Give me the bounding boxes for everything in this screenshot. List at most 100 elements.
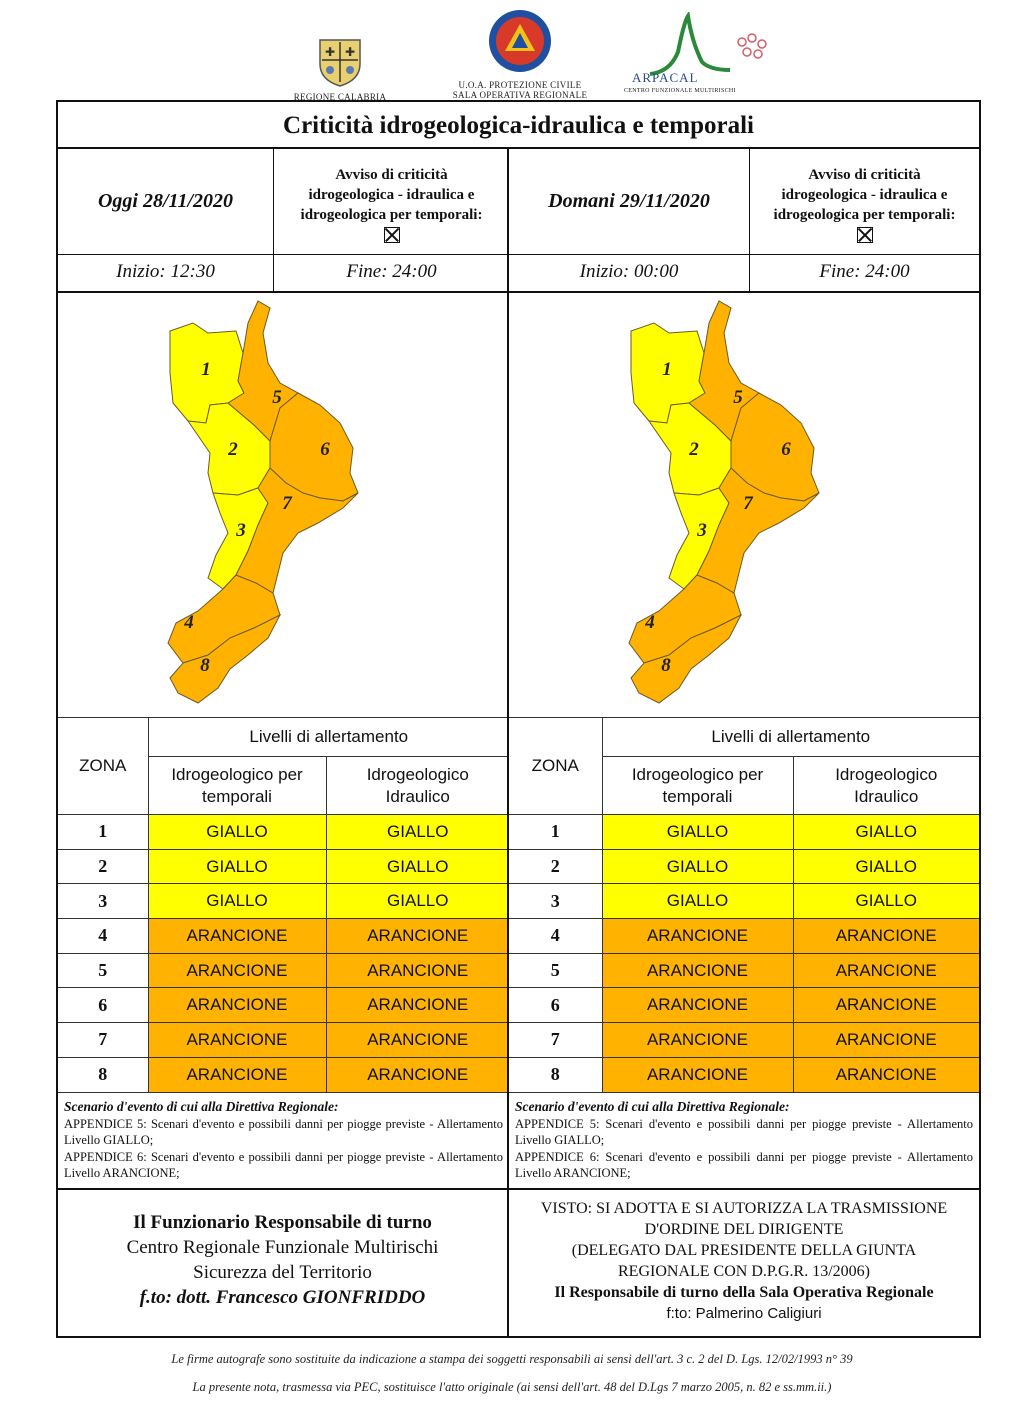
protezione-civile-emblem-icon (489, 10, 551, 72)
visto-line-4: REGIONALE CON D.P.G.R. 13/2006) (618, 1263, 870, 1280)
tomorrow-zona-header: ZONA (509, 717, 603, 815)
bulletin-title: Criticità idrogeologica-idraulica e temp… (58, 102, 979, 149)
level-idraulico: ARANCIONE (325, 1022, 509, 1058)
zone-number: 5 (58, 952, 149, 989)
tomorrow-livelli-header: Livelli di allertamento (601, 717, 979, 757)
arpacal-emblem-icon (649, 12, 767, 76)
zone-number: 7 (58, 1022, 149, 1058)
level-row: 3 GIALLO GIALLO (509, 883, 979, 920)
level-row: 2 GIALLO GIALLO (509, 848, 979, 885)
today-livelli-header: Livelli di allertamento (147, 717, 509, 757)
zone-label-2: 2 (688, 439, 699, 460)
level-temporali: GIALLO (601, 814, 794, 850)
today-avviso-line-3: idrogeologica per temporali: (300, 207, 483, 223)
today-column: Oggi 28/11/2020 Avviso di criticità idro… (58, 149, 509, 1188)
today-levels-table: ZONA Livelli di allertamento Idrogeologi… (58, 717, 509, 1093)
zone-number: 2 (509, 848, 603, 885)
tomorrow-avviso-line-1: Avviso di criticità (808, 167, 921, 183)
zone-label-3: 3 (235, 520, 246, 541)
today-avviso-line-2: idrogeologica - idraulica e (308, 187, 475, 203)
today-calabria-map: 1 2 3 4 5 6 7 8 (167, 300, 359, 704)
level-temporali: GIALLO (147, 848, 327, 885)
zone-number: 3 (58, 883, 149, 920)
tomorrow-avviso-line-2: idrogeologica - idraulica e (781, 187, 948, 203)
level-temporali: ARANCIONE (601, 987, 794, 1024)
level-row: 2 GIALLO GIALLO (58, 848, 509, 885)
level-temporali: ARANCIONE (147, 952, 327, 989)
tomorrow-start-time: Inizio: 00:00 (509, 254, 750, 293)
tomorrow-date-label: Domani 29/11/2020 (509, 149, 750, 254)
zone-number: 6 (509, 987, 603, 1024)
zone-label-2: 2 (227, 439, 238, 460)
functionary-centre: Centro Regionale Funzionale Multirischi (126, 1237, 439, 1258)
level-idraulico: ARANCIONE (792, 952, 979, 989)
functionary-signature: f.to: dott. Francesco GIONFRIDDO (139, 1287, 426, 1308)
tomorrow-levels-table: ZONA Livelli di allertamento Idrogeologi… (509, 717, 979, 1093)
zone-label-1: 1 (662, 359, 672, 380)
today-col-idraulico-header: Idrogeologico Idraulico (325, 756, 509, 815)
today-scenario-line-2: APPENDICE 6: Scenari d'evento e possibil… (64, 1149, 503, 1181)
level-row: 5 ARANCIONE ARANCIONE (58, 952, 509, 989)
level-row: 3 GIALLO GIALLO (58, 883, 509, 920)
level-idraulico: ARANCIONE (325, 918, 509, 954)
bulletin-frame: Criticità idrogeologica-idraulica e temp… (56, 100, 981, 1338)
protezione-civile-logo: U.O.A. PROTEZIONE CIVILE SALA OPERATIVA … (440, 8, 600, 100)
today-avviso-line-1: Avviso di criticità (335, 167, 448, 183)
today-col-temporali-header: Idrogeologico per temporali (147, 756, 327, 815)
tomorrow-end-time: Fine: 24:00 (750, 254, 979, 293)
tomorrow-col-temporali-header: Idrogeologico per temporali (601, 756, 794, 815)
sala-operativa-signature-block: VISTO: SI ADOTTA E SI AUTORIZZA LA TRASM… (507, 1188, 979, 1336)
level-idraulico: GIALLO (792, 814, 979, 850)
level-row: 8 ARANCIONE ARANCIONE (509, 1056, 979, 1093)
tomorrow-scenario: Scenario d'evento di cui alla Direttiva … (515, 1099, 973, 1182)
zone-label-6: 6 (320, 439, 330, 460)
level-temporali: ARANCIONE (147, 987, 327, 1024)
zone-label-6: 6 (781, 439, 791, 460)
level-idraulico: GIALLO (325, 848, 509, 885)
level-temporali: ARANCIONE (601, 952, 794, 989)
level-row: 4 ARANCIONE ARANCIONE (58, 918, 509, 954)
zone-number: 7 (509, 1022, 603, 1058)
zone-label-7: 7 (282, 493, 293, 514)
zone-label-1: 1 (201, 359, 211, 380)
regione-calabria-logo: ✚ ✚ REGIONE CALABRIA (280, 36, 400, 102)
today-avviso-box: Avviso di criticità idrogeologica - idra… (274, 149, 509, 254)
today-scenario-line-1: APPENDICE 5: Scenari d'evento e possibil… (64, 1116, 503, 1148)
zone-number: 6 (58, 987, 149, 1024)
level-idraulico: GIALLO (792, 848, 979, 885)
visto-line-2: D'ORDINE DEL DIRIGENTE (644, 1221, 844, 1238)
zone-label-5: 5 (733, 387, 743, 408)
level-row: 4 ARANCIONE ARANCIONE (509, 918, 979, 954)
svg-text:✚: ✚ (325, 45, 335, 59)
today-zona-header: ZONA (58, 717, 149, 815)
calabria-shield-icon: ✚ ✚ (319, 39, 361, 87)
level-row: 8 ARANCIONE ARANCIONE (58, 1056, 509, 1093)
today-scenario-heading: Scenario d'evento di cui alla Direttiva … (64, 1099, 339, 1114)
visto-line-1: VISTO: SI ADOTTA E SI AUTORIZZA LA TRASM… (540, 1200, 948, 1217)
level-temporali: ARANCIONE (601, 1022, 794, 1058)
zone-number: 2 (58, 848, 149, 885)
level-temporali: GIALLO (147, 883, 327, 920)
zone-area-7 (696, 467, 820, 594)
level-idraulico: GIALLO (325, 814, 509, 850)
calabria-caption: REGIONE CALABRIA (293, 92, 387, 102)
zone-number: 8 (58, 1056, 149, 1093)
level-row: 1 GIALLO GIALLO (58, 814, 509, 850)
today-start-time: Inizio: 12:30 (58, 254, 274, 293)
tomorrow-levels-body: 1 GIALLO GIALLO 2 GIALLO GIALLO 3 GIALLO GIALLO 4… (509, 814, 979, 1093)
functionary-signature-block: Il Funzionario Responsabile di turno Cen… (58, 1188, 507, 1336)
level-idraulico: ARANCIONE (792, 1022, 979, 1058)
zone-label-3: 3 (696, 520, 707, 541)
today-end-time: Fine: 24:00 (274, 254, 509, 293)
zone-number: 4 (509, 918, 603, 954)
level-temporali: ARANCIONE (147, 1056, 327, 1093)
autograph-signature-note: Le firme autografe sono sostituite da in… (171, 1352, 853, 1366)
level-idraulico: ARANCIONE (792, 987, 979, 1024)
level-row: 7 ARANCIONE ARANCIONE (509, 1022, 979, 1058)
level-temporali: ARANCIONE (147, 918, 327, 954)
level-temporali: GIALLO (601, 883, 794, 920)
level-temporali: ARANCIONE (601, 1056, 794, 1093)
level-idraulico: ARANCIONE (792, 1056, 979, 1093)
tomorrow-avviso-line-3: idrogeologica per temporali: (773, 207, 956, 223)
tomorrow-scenario-line-1: APPENDICE 5: Scenari d'evento e possibil… (515, 1116, 973, 1148)
